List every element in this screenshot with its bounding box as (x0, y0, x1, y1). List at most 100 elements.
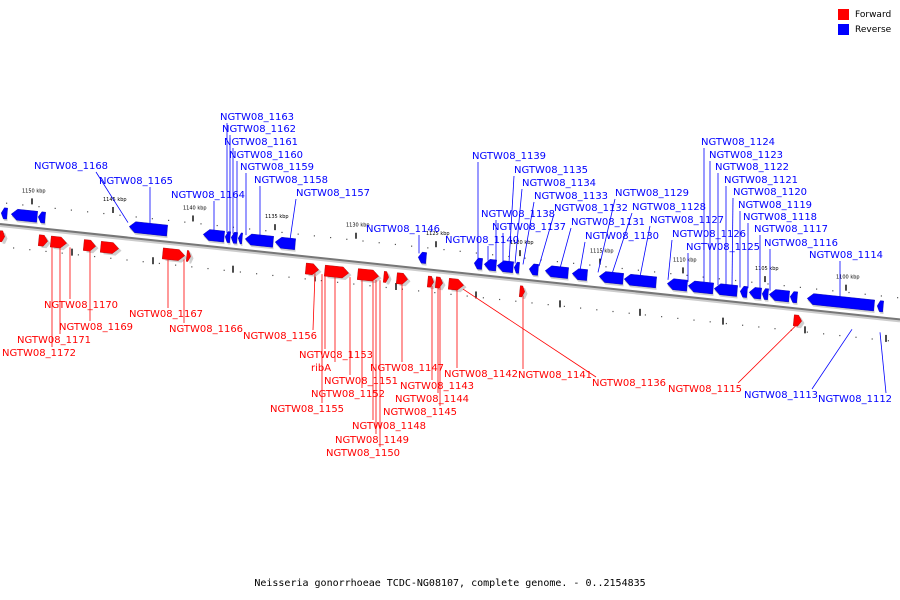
minor-tick (735, 279, 737, 282)
legend-label-reverse: Reverse (855, 24, 892, 35)
forward-gene-arrow (304, 262, 322, 277)
minor-tick (596, 309, 598, 311)
minor-tick (450, 293, 452, 295)
scale-label: 1150 kbp (22, 188, 46, 194)
leader-line (289, 198, 297, 240)
gene-label-reverse: NGTW08_1116 (764, 238, 838, 249)
reverse-gene-arrow (274, 236, 296, 252)
minor-tick (54, 207, 56, 209)
forward-gene-arrow (99, 241, 122, 256)
gene-label-forward: ribA (311, 363, 331, 374)
gene-label-forward: NGTW08_1136 (592, 378, 666, 389)
gene-label-forward: NGTW08_1141 (518, 370, 592, 381)
minor-tick (110, 257, 112, 259)
forward-gene-arrow (185, 250, 194, 264)
gene-label-reverse: NGTW08_1114 (809, 250, 883, 261)
leader-line (95, 171, 129, 223)
minor-tick (346, 238, 348, 240)
minor-tick (151, 218, 153, 220)
gene-label-reverse: NGTW08_1168 (34, 161, 108, 172)
minor-tick (239, 271, 241, 273)
reverse-gene-arrow (496, 260, 514, 275)
gene-label-forward: NGTW08_1167 (129, 309, 203, 320)
gene-label-reverse: NGTW08_1133 (534, 191, 608, 202)
minor-tick (654, 271, 656, 273)
minor-tick (670, 273, 672, 275)
reverse-gene-arrow (224, 231, 231, 245)
reverse-gene-arrow (598, 271, 624, 287)
reverse-gene-arrow (473, 257, 483, 272)
gene-label-forward: NGTW08_1156 (243, 331, 317, 342)
minor-tick (216, 224, 218, 227)
minor-tick (87, 211, 89, 213)
minor-tick (466, 295, 468, 297)
reverse-gene-arrow (10, 208, 38, 225)
minor-tick (806, 331, 808, 333)
gene-label-forward: NGTW08_1148 (352, 421, 426, 432)
gene-label-reverse: NGTW08_1138 (481, 209, 555, 220)
leader-line (737, 324, 798, 384)
gene-label-reverse: NGTW08_1162 (222, 124, 296, 135)
minor-tick (6, 202, 8, 204)
minor-tick (61, 252, 63, 254)
minor-tick (272, 274, 274, 277)
forward-gene-arrow (447, 277, 467, 293)
forward-gene-arrow (356, 268, 382, 284)
reverse-gene-arrow (789, 291, 798, 305)
gene-label-forward: NGTW08_1115 (668, 384, 742, 395)
gene-label-reverse: NGTW08_1135 (514, 165, 588, 176)
minor-tick (783, 285, 785, 287)
gene-label-reverse: NGTW08_1118 (743, 212, 817, 223)
gene-label-forward: NGTW08_1172 (2, 348, 76, 359)
reverse-gene-arrow (666, 278, 688, 294)
minor-tick (434, 292, 436, 294)
gene-label-reverse: NGTW08_1126 (672, 229, 746, 240)
minor-tick (142, 261, 144, 263)
minor-tick (709, 321, 711, 323)
gene-label-reverse: NGTW08_1137 (492, 222, 566, 233)
gene-label-reverse: NGTW08_1163 (220, 112, 294, 123)
gene-label-forward: NGTW08_1170 (44, 300, 118, 311)
gene-label-reverse: NGTW08_1112 (818, 394, 892, 405)
reverse-gene-arrow (739, 285, 748, 300)
minor-tick (871, 338, 873, 340)
leader-line (811, 329, 853, 390)
minor-tick (637, 269, 639, 271)
leader-line (312, 273, 316, 331)
minor-tick (394, 243, 396, 246)
forward-swatch (838, 9, 849, 20)
minor-tick (427, 247, 429, 249)
gene-label-reverse: NGTW08_1119 (738, 200, 812, 211)
leader-line (611, 212, 633, 274)
minor-tick (362, 240, 364, 242)
minor-tick (256, 273, 258, 275)
forward-gene-arrow (0, 230, 8, 244)
forward-gene-arrow (49, 235, 70, 251)
leader-line (559, 227, 572, 269)
minor-tick (742, 324, 744, 326)
minor-tick (751, 281, 753, 283)
minor-tick (418, 290, 420, 292)
minor-tick (897, 297, 899, 299)
legend-item-reverse: Reverse (838, 23, 891, 36)
minor-tick (119, 214, 121, 216)
minor-tick (832, 290, 834, 292)
scale-label: 1130 kbp (346, 223, 370, 229)
gene-label-reverse: NGTW08_1161 (224, 137, 298, 148)
minor-tick (135, 216, 137, 218)
gene-label-reverse: NGTW08_1139 (472, 151, 546, 162)
gene-label-reverse: NGTW08_1130 (585, 231, 659, 242)
minor-tick (313, 235, 315, 237)
leader-line (579, 241, 586, 271)
gene-label-forward: NGTW08_1149 (335, 435, 409, 446)
gene-label-reverse: NGTW08_1129 (615, 188, 689, 199)
reverse-gene-arrow (230, 231, 238, 246)
gene-label-reverse: NGTW08_1122 (715, 162, 789, 173)
minor-tick (22, 204, 24, 206)
reverse-gene-arrow (202, 229, 225, 245)
minor-tick (249, 228, 251, 230)
minor-tick (459, 250, 461, 252)
gene-label-reverse: NGTW08_1128 (632, 202, 706, 213)
